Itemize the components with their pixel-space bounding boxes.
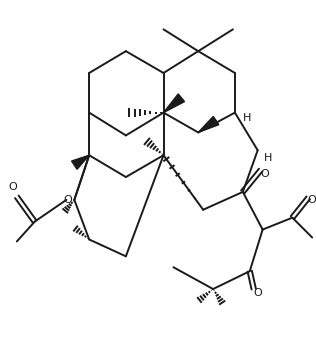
Text: O: O [63,195,72,205]
Text: H: H [264,153,272,163]
Text: O: O [260,169,269,179]
Text: O: O [253,288,262,298]
Polygon shape [198,117,219,132]
Text: O: O [9,182,17,192]
Text: O: O [308,195,316,205]
Polygon shape [72,155,89,169]
Polygon shape [164,94,185,113]
Text: H: H [243,113,251,123]
